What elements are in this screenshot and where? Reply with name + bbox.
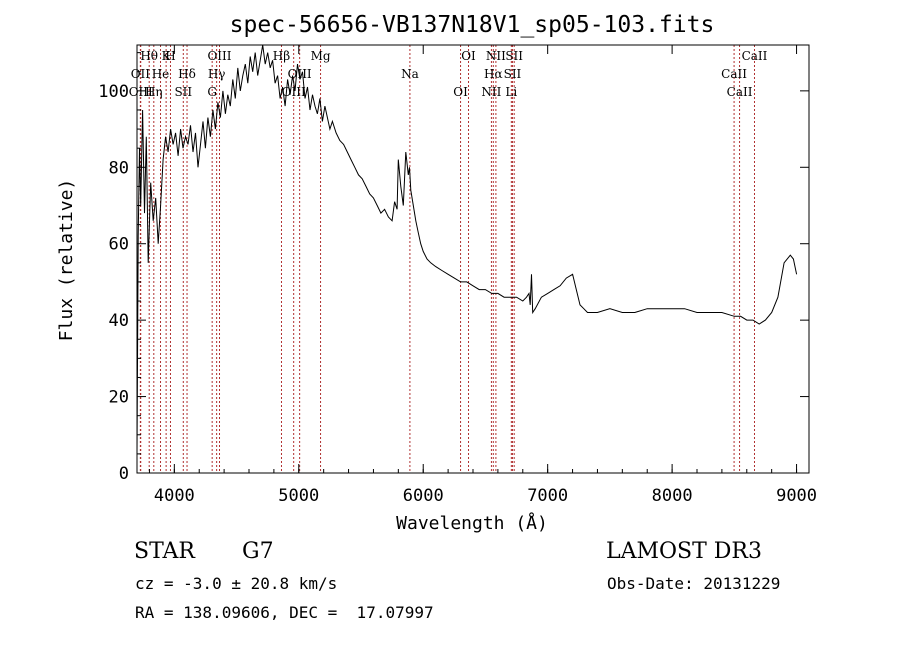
coordinates-text: RA = 138.09606, DEC = 17.07997 bbox=[135, 603, 434, 622]
line-label: OI bbox=[461, 49, 476, 63]
x-tick-label: 5000 bbox=[278, 486, 319, 506]
line-label: Hδ bbox=[178, 67, 196, 81]
y-axis-label: Flux (relative) bbox=[56, 179, 77, 342]
line-label: SII bbox=[504, 67, 522, 81]
line-label: G bbox=[207, 85, 217, 99]
line-label: OIII bbox=[282, 85, 306, 99]
y-tick-label: 40 bbox=[109, 311, 129, 331]
line-label: Hγ bbox=[208, 67, 226, 81]
line-label: SII bbox=[174, 85, 192, 99]
emission-line-markers bbox=[139, 45, 755, 473]
line-label: K bbox=[162, 49, 172, 63]
y-tick-label: 0 bbox=[119, 464, 129, 484]
plot-frame bbox=[136, 44, 810, 474]
y-axis-ticks: 0 20 40 60 80 100 bbox=[98, 52, 809, 484]
y-tick-label: 80 bbox=[109, 158, 129, 178]
line-label: CaII bbox=[742, 49, 768, 63]
line-label: Hθ bbox=[140, 49, 158, 63]
line-label: Hη bbox=[145, 85, 163, 99]
object-subclass: G7 bbox=[242, 539, 274, 564]
x-tick-label: 7000 bbox=[527, 486, 568, 506]
line-label: CaII bbox=[727, 85, 753, 99]
x-axis-label: Wavelength (Å) bbox=[396, 512, 548, 534]
line-label: Li bbox=[505, 85, 517, 99]
line-label: OIII bbox=[129, 85, 153, 99]
emission-line-labels: Hθ OII OIII K He Hη HHδ SII OIII Hγ G Hβ OIII OIII Mg N… bbox=[129, 49, 768, 99]
survey-name: LAMOST DR3 bbox=[606, 539, 762, 564]
line-label: Hα bbox=[484, 67, 503, 81]
y-tick-label: 20 bbox=[109, 388, 129, 408]
x-tick-label: 6000 bbox=[403, 486, 444, 506]
line-label: OIII bbox=[288, 67, 312, 81]
x-axis-ticks: 4000 5000 6000 7000 8000 9000 bbox=[148, 45, 817, 506]
line-label: Hβ bbox=[273, 49, 290, 63]
line-label: NII bbox=[481, 85, 501, 99]
line-label: H bbox=[165, 49, 175, 63]
x-tick-label: 9000 bbox=[776, 486, 817, 506]
line-label: CaII bbox=[721, 67, 747, 81]
line-label: He bbox=[152, 67, 170, 81]
y-tick-label: 100 bbox=[98, 82, 129, 102]
line-label: SII bbox=[505, 49, 523, 63]
obs-date-text: Obs-Date: 20131229 bbox=[607, 574, 781, 593]
redshift-text: cz = -3.0 ± 20.8 km/s bbox=[135, 574, 338, 593]
spectrum-line bbox=[136, 44, 798, 454]
y-tick-label: 60 bbox=[109, 235, 129, 255]
line-label: OI bbox=[453, 85, 468, 99]
chart-title: spec-56656-VB137N18V1_sp05-103.fits bbox=[230, 12, 715, 38]
x-tick-label: 4000 bbox=[154, 486, 195, 506]
line-label: Mg bbox=[311, 49, 331, 63]
line-label: OIII bbox=[207, 49, 231, 63]
x-tick-label: 8000 bbox=[652, 486, 693, 506]
object-class: STAR bbox=[134, 539, 195, 564]
line-label: OII bbox=[131, 67, 151, 81]
line-label: NII bbox=[486, 49, 506, 63]
line-label: Na bbox=[401, 67, 419, 81]
